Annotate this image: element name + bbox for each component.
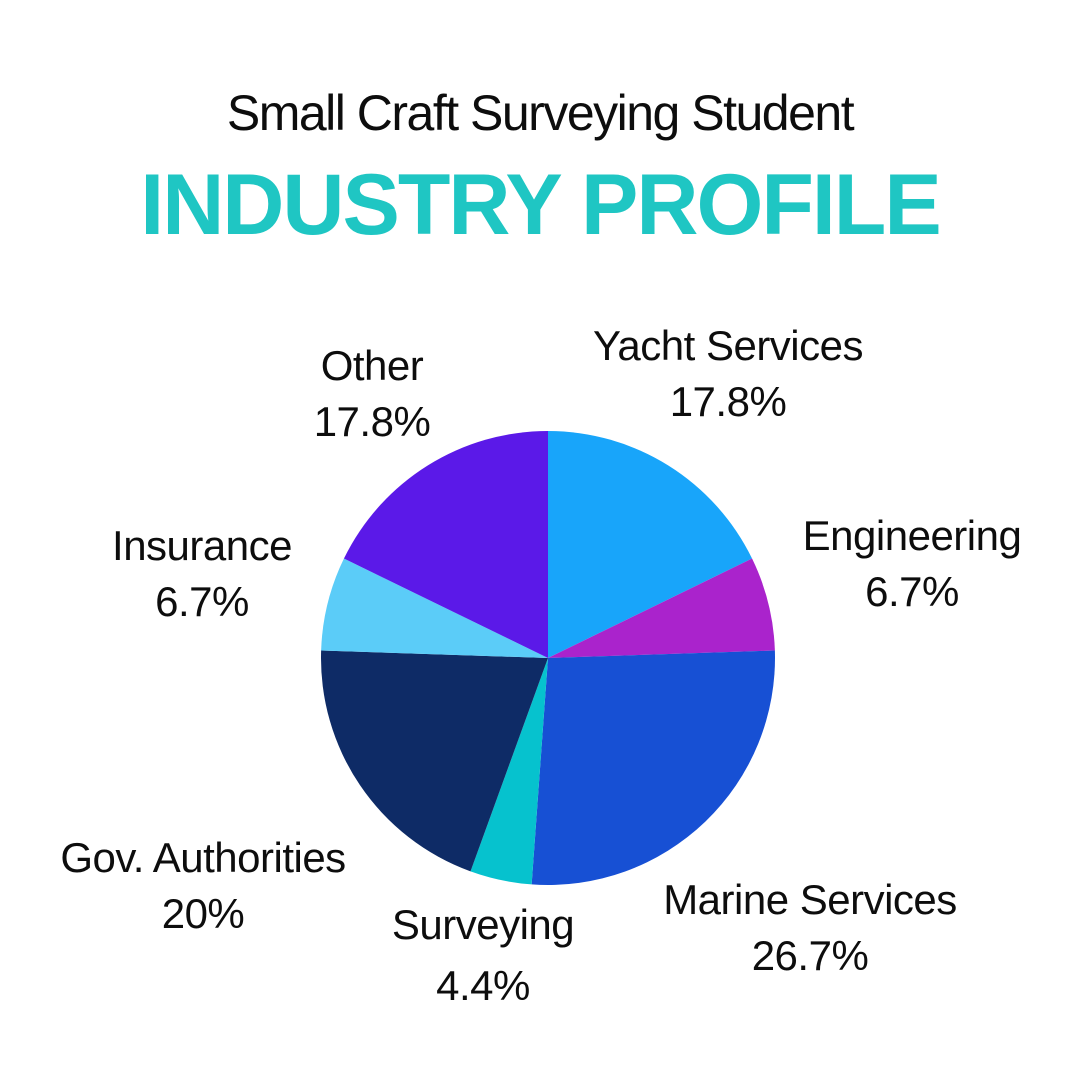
slice-name: Gov. Authorities [60,834,346,881]
slice-name: Engineering [802,512,1022,559]
slice-percent: 20% [161,890,245,937]
slice-label-yacht-services: Yacht Services 17.8% [593,318,864,430]
slice-label-other: Other 17.8% [314,338,431,450]
pie-slice-other [343,431,548,658]
slice-name: Yacht Services [593,322,864,369]
pie-slice-engineering [548,558,775,658]
slice-percent: 6.7% [155,578,249,625]
slice-percent: 4.4% [436,962,530,1009]
slice-percent: 17.8% [669,378,787,425]
slice-percent: 26.7% [751,932,869,979]
pie-slice-surveying [470,658,548,885]
slice-label-surveying: Surveying 4.4% [391,894,575,1016]
pie-slice-insurance [321,558,548,658]
slice-name: Surveying [391,901,575,948]
slice-label-engineering: Engineering 6.7% [803,508,1022,620]
page-title: Small Craft Surveying Student [226,85,855,141]
slice-name: Marine Services [663,876,957,923]
slice-label-marine-services: Marine Services 26.7% [663,872,957,984]
slice-label-insurance: Insurance 6.7% [112,518,292,630]
slice-label-gov-authorities: Gov. Authorities 20% [60,830,346,942]
slice-name: Insurance [112,522,292,569]
slice-percent: 6.7% [865,568,959,615]
pie-slice-yacht-services [548,431,753,658]
slice-name: Other [320,342,424,389]
pie-slice-marine-services [531,650,776,886]
pie-slice-gov-authorities [320,650,548,872]
slice-percent: 17.8% [313,398,431,445]
page-subtitle: INDUSTRY PROFILE [140,157,941,253]
